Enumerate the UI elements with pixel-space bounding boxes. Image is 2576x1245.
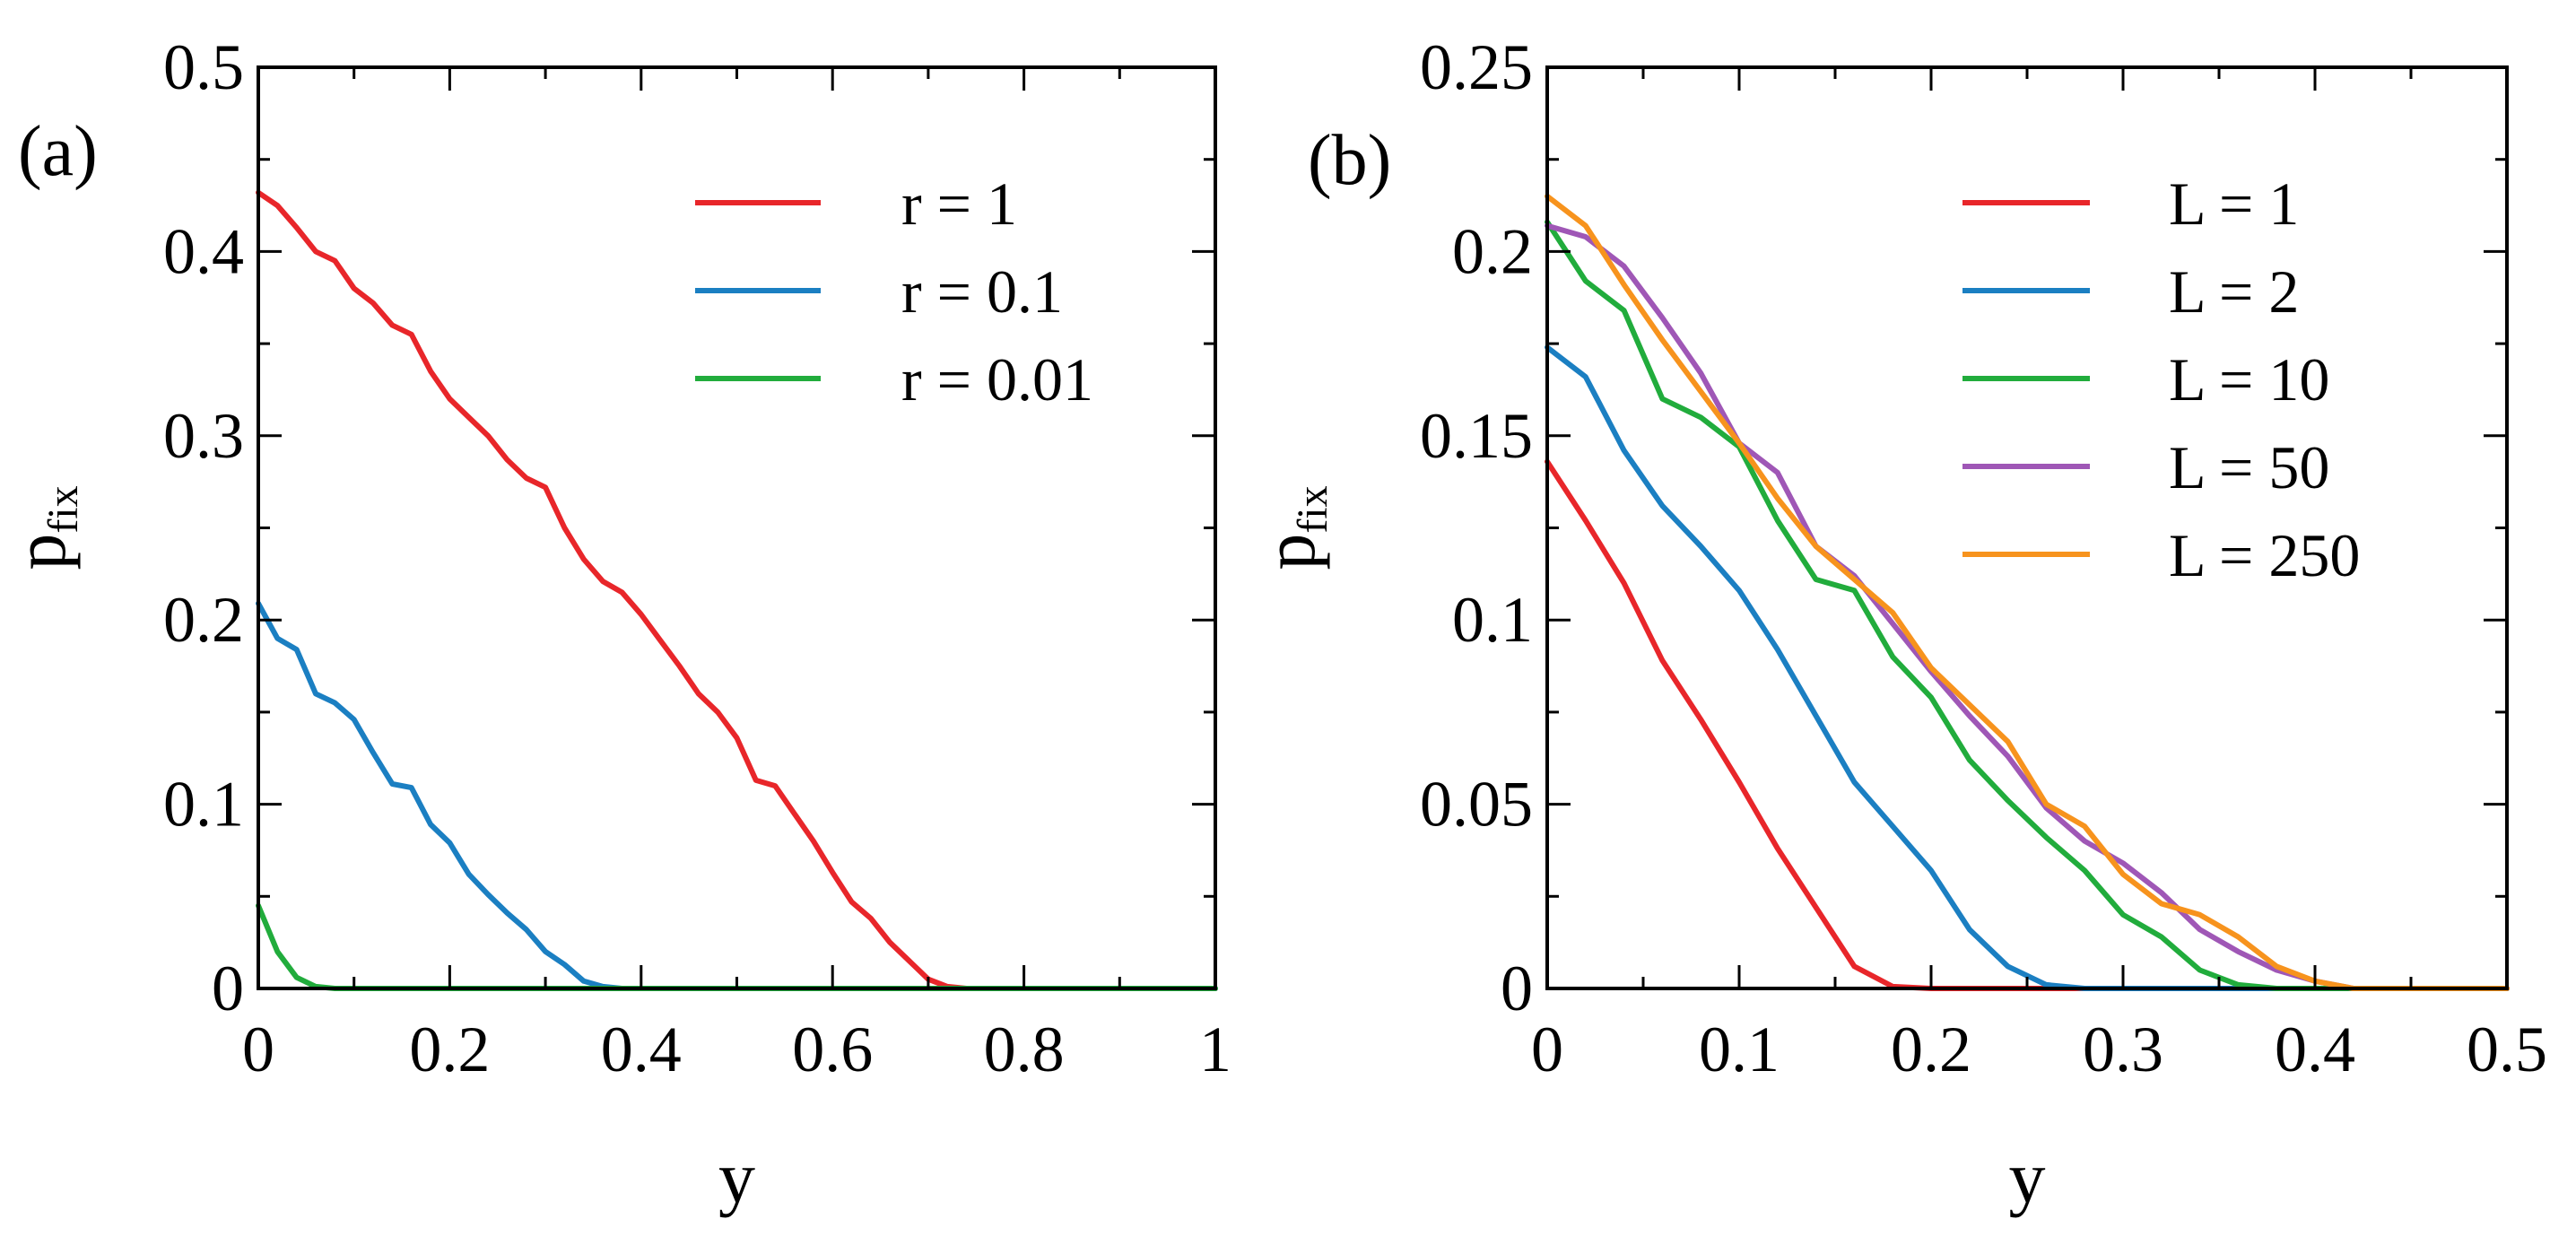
y-tick-label: 0.1 [1452,584,1533,656]
x-tick-label: 0.6 [792,1014,873,1085]
x-tick-label: 0.1 [1699,1014,1780,1085]
series-group [1545,193,2510,991]
series-line-r-0.1 [256,600,1218,991]
y-axis-label-subscript: fix [39,485,87,533]
y-axis-label-main: p [0,534,81,570]
x-tick-label: 0.4 [601,1014,682,1085]
legend-label: L = 250 [2169,521,2360,589]
x-tick-label: 0.2 [1891,1014,1971,1085]
x-tick-label: 0.4 [2275,1014,2355,1085]
y-tick-label: 0 [212,953,244,1024]
x-tick-label: 0.5 [2467,1014,2547,1085]
series-line-l-250 [1545,193,2510,991]
panel-label: (a) [18,112,98,191]
x-tick-label: 0.3 [2083,1014,2163,1085]
x-tick-label: 1 [1199,1014,1231,1085]
panel-b: 0 0.1 0.2 0.3 0.4 0.5 0 0.05 0.1 0.15 0.2 0.25 (b) y p… [1249,31,2547,1218]
y-tick-label: 0 [1501,953,1533,1024]
y-axis-label-subscript: fix [1289,485,1336,533]
y-tick-label: 0.2 [163,584,244,656]
x-tick-label: 0.2 [409,1014,490,1085]
plot-frame [1545,65,2509,990]
series-line-l-1 [1545,458,2510,991]
series-line-r-0.01 [256,902,1218,991]
ticks [257,65,1217,990]
y-tick-label: 0.5 [163,31,244,103]
legend: L = 1 L = 2 L = 10 L = 50 L = 250 [1962,170,2360,589]
y-axis-label-main: p [1249,534,1330,570]
y-tick-label: 0.25 [1420,31,1533,103]
x-tick-label: 0 [242,1014,274,1085]
legend: r = 1 r = 0.1 r = 0.01 [695,170,1093,414]
panel-label: (b) [1308,121,1391,200]
legend-label: r = 0.01 [901,345,1093,414]
x-axis-label: y [2009,1136,2046,1218]
x-axis-label: y [718,1136,755,1218]
y-axis-label: pfix [0,485,87,570]
y-tick-label: 0.1 [163,769,244,840]
series-line-l-2 [1545,344,2510,991]
plot-frame [257,65,1217,990]
x-tick-label: 0 [1531,1014,1563,1085]
legend-label: L = 2 [2169,257,2299,326]
legend-label: L = 1 [2169,170,2299,238]
series-line-r-1 [256,189,1218,991]
y-tick-label: 0.4 [163,215,244,287]
ticks [1545,65,2509,990]
series-line-l-10 [1545,219,2510,991]
y-tick-label: 0.3 [163,400,244,472]
legend-label: r = 0.1 [901,257,1063,326]
legend-label: r = 1 [901,170,1017,238]
y-tick-label: 0.2 [1452,215,1533,287]
series-group [256,189,1218,991]
panel-a: 0 0.2 0.4 0.6 0.8 1 0 0.1 0.2 0.3 0.4 0.5 (a) y pfix r … [0,31,1231,1218]
y-tick-label: 0.15 [1420,400,1533,472]
y-axis-label: pfix [1249,485,1336,570]
y-tick-label: 0.05 [1420,769,1533,840]
legend-label: L = 10 [2169,345,2329,414]
x-tick-label: 0.8 [984,1014,1065,1085]
legend-label: L = 50 [2169,433,2329,501]
series-line-l-50 [1545,222,2510,991]
